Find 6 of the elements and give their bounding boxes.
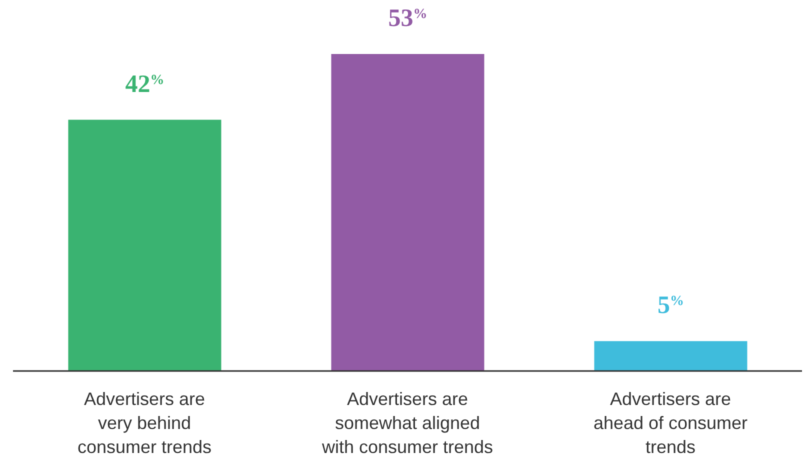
data-label: 42$^{%}$ [125,70,164,98]
data-label: 53$^{%}$ [388,5,428,32]
data-label: 5$^{%}$ [657,292,684,320]
x-tick-label: Advertisers are ahead of consumer trends [593,389,748,457]
x-tick-label: Advertisers are somewhat aligned with consumer trends [320,389,494,457]
x-tick-label: Advertisers are very behind consumer trends [77,389,212,457]
